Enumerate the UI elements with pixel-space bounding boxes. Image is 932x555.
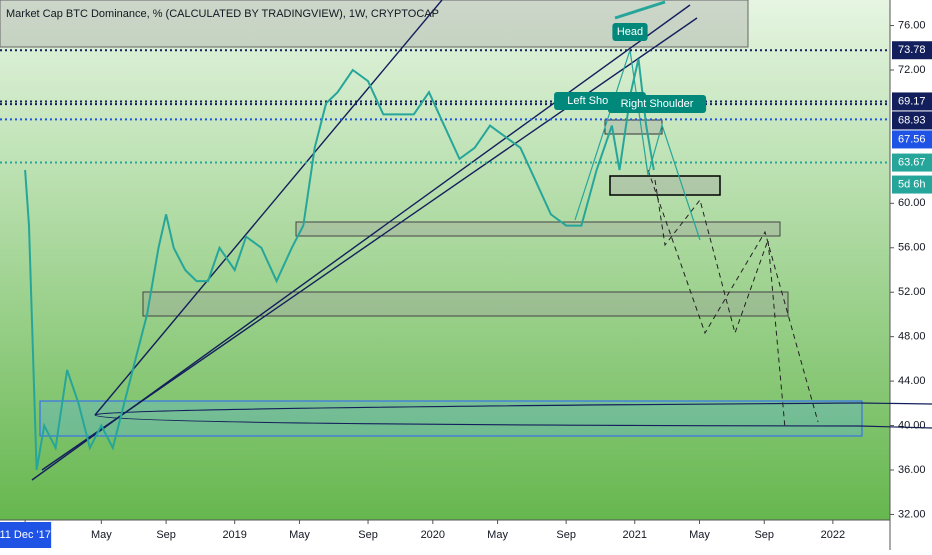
x-tick-label: Sep: [754, 529, 774, 541]
price-label-box: [892, 130, 932, 149]
y-tick-label: 44.00: [898, 375, 926, 387]
x-tick-label: 2021: [622, 529, 646, 541]
x-tick-label: May: [289, 529, 310, 541]
x-tick-label: 2022: [821, 529, 845, 541]
price-line-series: [24, 58, 655, 471]
zone: [295, 221, 781, 237]
annotation: Head: [617, 26, 643, 38]
y-tick-label: 40.00: [898, 419, 926, 431]
x-tick-label: Sep: [156, 529, 176, 541]
countdown-box: [892, 175, 932, 194]
price-label: 68.93: [898, 114, 926, 126]
price-label: 67.56: [898, 133, 926, 145]
zone: [609, 175, 721, 196]
y-tick-label: 72.00: [898, 64, 926, 76]
annotation-box: [607, 95, 707, 113]
projection: [647, 169, 819, 423]
projection: [654, 179, 786, 429]
price-label: 69.17: [898, 95, 926, 107]
x-tick-label: Sep: [358, 529, 378, 541]
chart-title: Market Cap BTC Dominance, % (CALCULATED …: [6, 8, 439, 20]
price-label: 63.67: [898, 156, 926, 168]
x-tick-label: 2020: [421, 529, 445, 541]
x-tick-label: Sep: [556, 529, 576, 541]
pattern: [614, 0, 666, 20]
x-tick-label: 2019: [222, 529, 246, 541]
x-tick-label: May: [689, 529, 710, 541]
x-tick-highlight: [0, 522, 52, 548]
y-tick-label: 32.00: [898, 508, 926, 520]
price-label-box: [892, 111, 932, 130]
drawings: [0, 0, 932, 481]
price-label-box: [892, 41, 932, 60]
price-label-box: [892, 92, 932, 111]
price-label: 73.78: [898, 44, 926, 56]
channel-line: [94, 0, 443, 416]
annotation-box: [612, 23, 648, 41]
plot-background: [0, 0, 890, 520]
x-tick-label: May: [487, 529, 508, 541]
price-label-box: [892, 153, 932, 172]
y-tick-label: 56.00: [898, 242, 926, 254]
x-axis-panel: [0, 520, 890, 550]
y-tick-label: 52.00: [898, 286, 926, 298]
channel-line: [94, 402, 932, 429]
zone: [142, 291, 789, 317]
y-tick-label: 36.00: [898, 464, 926, 476]
y-tick-label: 48.00: [898, 331, 926, 343]
y-tick-label: 76.00: [898, 19, 926, 31]
annotation: Right Shoulder: [621, 98, 694, 110]
y-tick-label: 60.00: [898, 197, 926, 209]
countdown: 5d 6h: [898, 178, 926, 190]
x-tick-label: 11 Dec '17: [0, 529, 51, 541]
x-tick-label: May: [91, 529, 112, 541]
y-axis-panel: [890, 0, 932, 550]
